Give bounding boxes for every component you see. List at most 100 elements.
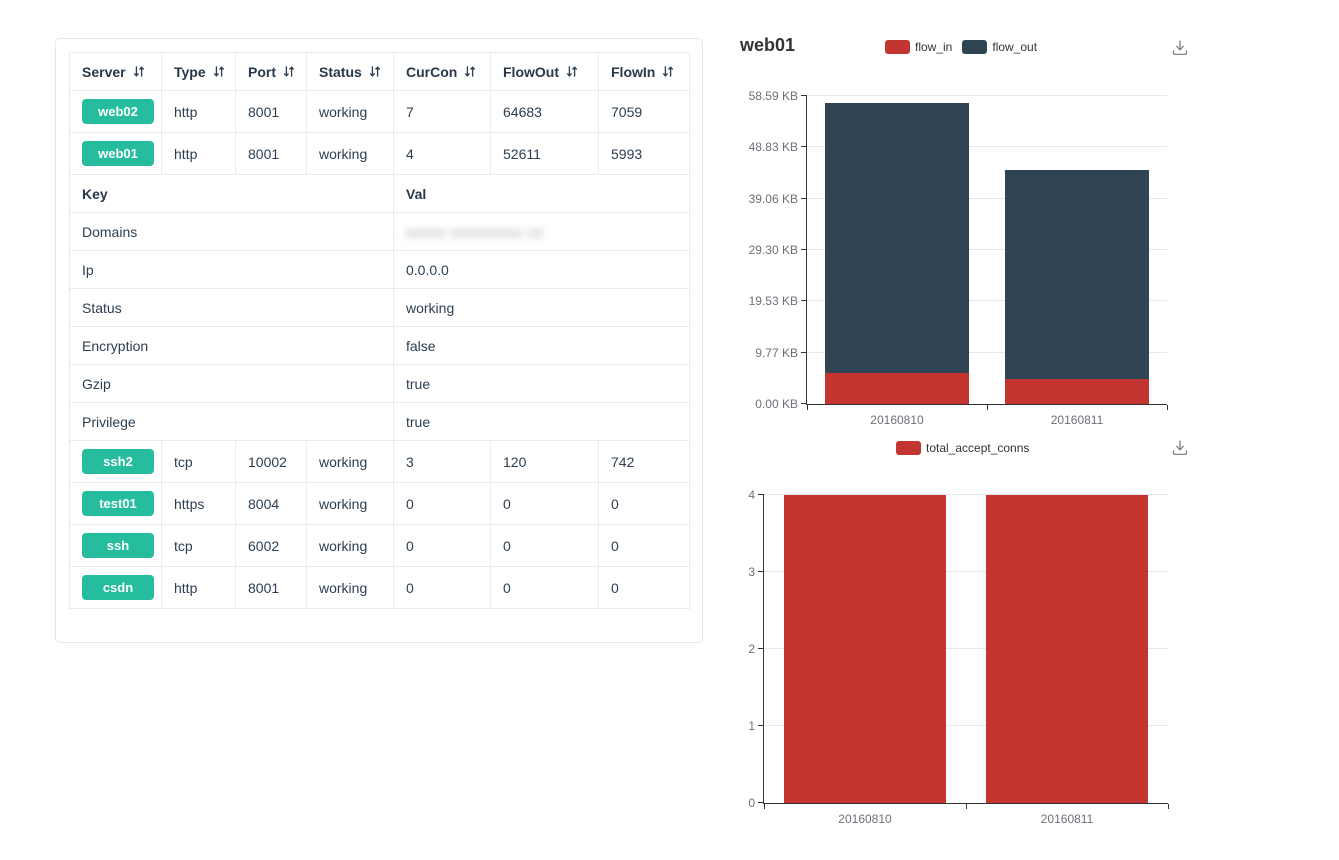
server-badge[interactable]: test01 [82,491,154,516]
table-row: web02 http 8001 working 7 64683 7059 [69,90,690,133]
column-header-status[interactable]: Status [306,52,394,91]
bar-segment-flow_in[interactable] [825,373,969,404]
column-header-curcon[interactable]: CurCon [393,52,491,91]
gridline [764,648,1168,649]
kv-key: Status [69,288,394,327]
server-cell: web02 [69,90,162,133]
server-cell: csdn [69,566,162,609]
server-badge[interactable]: csdn [82,575,154,600]
x-axis-category-label: 20160810 [838,812,892,826]
type-cell: https [161,482,236,525]
flowout-cell: 120 [490,440,599,483]
server-badge[interactable]: web01 [82,141,154,166]
legend-swatch-total-accept-conns [896,441,921,455]
server-cell: web01 [69,132,162,175]
y-axis-tick-label: 1 [748,719,755,733]
status-cell: working [306,90,394,133]
y-axis-tick-label: 2 [748,642,755,656]
column-header-label: Type [174,63,206,80]
flowout-cell: 0 [490,482,599,525]
server-cell: ssh [69,524,162,567]
flowin-cell: 0 [598,566,690,609]
bar-segment-total_accept_conns[interactable] [986,495,1148,803]
legend-item-flow-in[interactable]: flow_in [885,40,952,54]
flowin-cell: 7059 [598,90,690,133]
status-cell: working [306,440,394,483]
column-header-label: Server [82,63,126,80]
column-header-type[interactable]: Type [161,52,236,91]
status-cell: working [306,524,394,567]
key-val-row: Status working [69,288,690,327]
y-axis-tick [758,494,764,495]
legend-label: flow_in [915,40,953,54]
legend-item-total-accept-conns[interactable]: total_accept_conns [896,441,1029,455]
save-as-image-button[interactable] [1168,436,1192,460]
kv-key: Gzip [69,364,394,403]
save-as-image-button[interactable] [1168,36,1192,60]
gridline [764,571,1168,572]
key-val-row: Gzip true [69,364,690,403]
kv-val: false [393,326,690,365]
column-header-flowout[interactable]: FlowOut [490,52,599,91]
flowout-cell: 0 [490,566,599,609]
y-axis-tick [758,725,764,726]
flowout-cell: 64683 [490,90,599,133]
column-header-server[interactable]: Server [69,52,162,91]
key-val-row: Encryption false [69,326,690,365]
column-header-label: Port [248,63,276,80]
y-axis-tick-label: 0.00 KB [755,397,798,411]
kv-val: true [393,402,690,441]
flow-chart-legend: flow_in flow_out [885,40,1037,54]
chart-title: web01 [740,35,796,55]
type-cell: http [161,90,236,133]
sort-icon [213,66,224,77]
column-header-port[interactable]: Port [235,52,307,91]
y-axis-tick [801,197,807,199]
kv-key: Privilege [69,402,394,441]
table-row: ssh tcp 6002 working 0 0 0 [69,524,690,567]
kv-key: Encryption [69,326,394,365]
key-val-header-row: Key Val [69,174,690,213]
column-header-label: CurCon [406,63,458,80]
column-header-label: FlowOut [503,63,559,80]
y-axis-tick-label: 48.83 KB [748,140,798,155]
conns-chart-legend: total_accept_conns [896,441,1029,455]
legend-swatch-flow-in [885,40,910,54]
bar-segment-total_accept_conns[interactable] [784,495,946,803]
column-header-flowin[interactable]: FlowIn [598,52,690,91]
legend-item-flow-out[interactable]: flow_out [962,40,1037,54]
flowout-cell: 0 [490,524,599,567]
sort-icon [465,66,476,77]
bar-segment-flow_in[interactable] [1005,378,1149,404]
key-val-row: Privilege true [69,402,690,441]
val-header: Val [393,174,690,213]
sort-icon [566,66,578,77]
server-badge[interactable]: ssh [82,533,154,558]
gridline [807,300,1167,302]
y-axis-tick-label: 39.06 KB [748,191,798,206]
x-axis-tick [764,804,765,809]
y-axis-tick-label: 9.77 KB [755,345,798,360]
gridline [764,494,1168,495]
gridline [807,249,1167,250]
curcon-cell: 4 [393,132,491,175]
server-badge[interactable]: web02 [82,99,154,124]
table-row: ssh2 tcp 10002 working 3 120 742 [69,440,690,483]
y-axis-tick-label: 0 [748,796,755,810]
status-cell: working [306,482,394,525]
sort-icon [283,66,295,77]
server-badge[interactable]: ssh2 [82,449,154,474]
gridline [807,351,1167,353]
y-axis-tick-label: 29.30 KB [748,243,798,257]
server-table-card: Server Type Port Status CurCon FlowOut F… [55,38,703,643]
x-axis-category-label: 20160811 [1050,413,1104,427]
y-axis-tick [801,249,807,250]
flowin-cell: 0 [598,524,690,567]
flowin-cell: 5993 [598,132,690,175]
key-val-row: Ip 0.0.0.0 [69,250,690,289]
bar-segment-flow_out[interactable] [825,103,969,374]
y-axis-tick [801,146,807,148]
bar-segment-flow_out[interactable] [1005,170,1149,379]
x-axis-category-label: 20160811 [1040,812,1094,826]
port-cell: 8001 [235,566,307,609]
